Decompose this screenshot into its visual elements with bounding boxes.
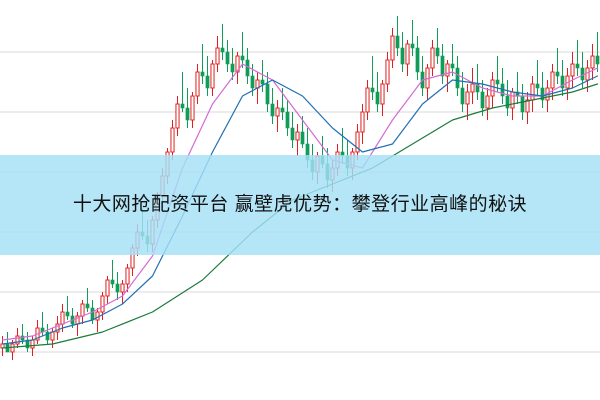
candle-body bbox=[375, 91, 380, 105]
candle-body bbox=[355, 131, 360, 153]
candle-body bbox=[300, 131, 305, 145]
candle-body bbox=[490, 79, 495, 97]
candle-body bbox=[265, 83, 270, 105]
candle-body bbox=[80, 303, 85, 317]
candle-body bbox=[410, 43, 415, 49]
candle-body bbox=[120, 283, 125, 293]
candle-body bbox=[245, 59, 250, 77]
candle-body bbox=[360, 111, 365, 133]
candle-body bbox=[45, 331, 50, 341]
candle-body bbox=[30, 339, 35, 349]
candle-body bbox=[250, 75, 255, 89]
candle-body bbox=[270, 103, 275, 117]
candle-body bbox=[530, 83, 535, 101]
candle-body bbox=[190, 95, 195, 121]
candle-body bbox=[235, 55, 240, 73]
overlay-banner-text: 十大网抢配资平台 赢壁虎优势：攀登行业高峰的秘诀 bbox=[72, 194, 528, 215]
candle-body bbox=[15, 335, 20, 345]
candle-body bbox=[105, 279, 110, 297]
candle-body bbox=[550, 71, 555, 89]
candle-body bbox=[385, 59, 390, 85]
candle-body bbox=[110, 279, 115, 285]
candle-body bbox=[370, 87, 375, 93]
candle-body bbox=[225, 51, 230, 65]
candle-body bbox=[520, 95, 525, 113]
candle-body bbox=[505, 95, 510, 109]
candle-body bbox=[275, 107, 280, 117]
candle-body bbox=[440, 55, 445, 77]
candle-body bbox=[65, 311, 70, 317]
candle-body bbox=[585, 67, 590, 81]
candle-body bbox=[415, 47, 420, 73]
candle-body bbox=[195, 71, 200, 97]
candle-body bbox=[180, 103, 185, 109]
candle-body bbox=[435, 47, 440, 57]
candle-body bbox=[100, 295, 105, 313]
candle-body bbox=[400, 47, 405, 65]
candle-body bbox=[290, 127, 295, 141]
candle-body bbox=[295, 131, 300, 141]
candle-body bbox=[445, 63, 450, 77]
candle-body bbox=[450, 63, 455, 69]
candle-body bbox=[280, 107, 285, 113]
overlay-banner: 十大网抢配资平台 赢壁虎优势：攀登行业高峰的秘诀 bbox=[0, 155, 600, 255]
candle-body bbox=[125, 267, 130, 285]
candle-body bbox=[55, 323, 60, 333]
candle-body bbox=[115, 283, 120, 293]
candle-body bbox=[25, 339, 30, 349]
candle-body bbox=[575, 63, 580, 69]
candle-body bbox=[285, 111, 290, 129]
candle-body bbox=[380, 83, 385, 105]
candle-body bbox=[365, 87, 370, 113]
candle-body bbox=[465, 91, 470, 105]
candle-body bbox=[485, 95, 490, 109]
candle-body bbox=[430, 47, 435, 69]
candle-body bbox=[460, 87, 465, 105]
candle-body bbox=[570, 63, 575, 77]
candle-body bbox=[60, 311, 65, 325]
candle-body bbox=[90, 307, 95, 321]
candle-body bbox=[470, 83, 475, 93]
candle-body bbox=[220, 47, 225, 53]
candle-body bbox=[10, 343, 15, 353]
candle-body bbox=[185, 107, 190, 121]
candle-body bbox=[480, 91, 485, 109]
candle-body bbox=[405, 43, 410, 65]
candle-body bbox=[50, 331, 55, 341]
candle-body bbox=[170, 127, 175, 153]
candle-body bbox=[215, 47, 220, 65]
candle-body bbox=[555, 71, 560, 77]
candle-body bbox=[595, 55, 600, 65]
candle-body bbox=[590, 55, 595, 69]
candle-body bbox=[580, 67, 585, 81]
candle-body bbox=[95, 311, 100, 321]
candle-body bbox=[510, 91, 515, 109]
candle-body bbox=[455, 67, 460, 89]
candle-body bbox=[395, 35, 400, 49]
candle-body bbox=[85, 303, 90, 309]
candle-body bbox=[540, 87, 545, 101]
candle-body bbox=[475, 83, 480, 93]
moving-average-line bbox=[1, 75, 599, 345]
candle-body bbox=[525, 99, 530, 113]
candle-body bbox=[560, 75, 565, 89]
candle-body bbox=[200, 71, 205, 77]
candle-body bbox=[205, 75, 210, 89]
candle-body bbox=[535, 83, 540, 89]
candle-body bbox=[175, 103, 180, 129]
candle-body bbox=[230, 63, 235, 73]
candle-body bbox=[495, 79, 500, 85]
moving-average-line bbox=[1, 63, 599, 341]
candle-body bbox=[240, 55, 245, 61]
candle-body bbox=[260, 79, 265, 85]
candle-body bbox=[210, 63, 215, 89]
candle-body bbox=[390, 35, 395, 61]
